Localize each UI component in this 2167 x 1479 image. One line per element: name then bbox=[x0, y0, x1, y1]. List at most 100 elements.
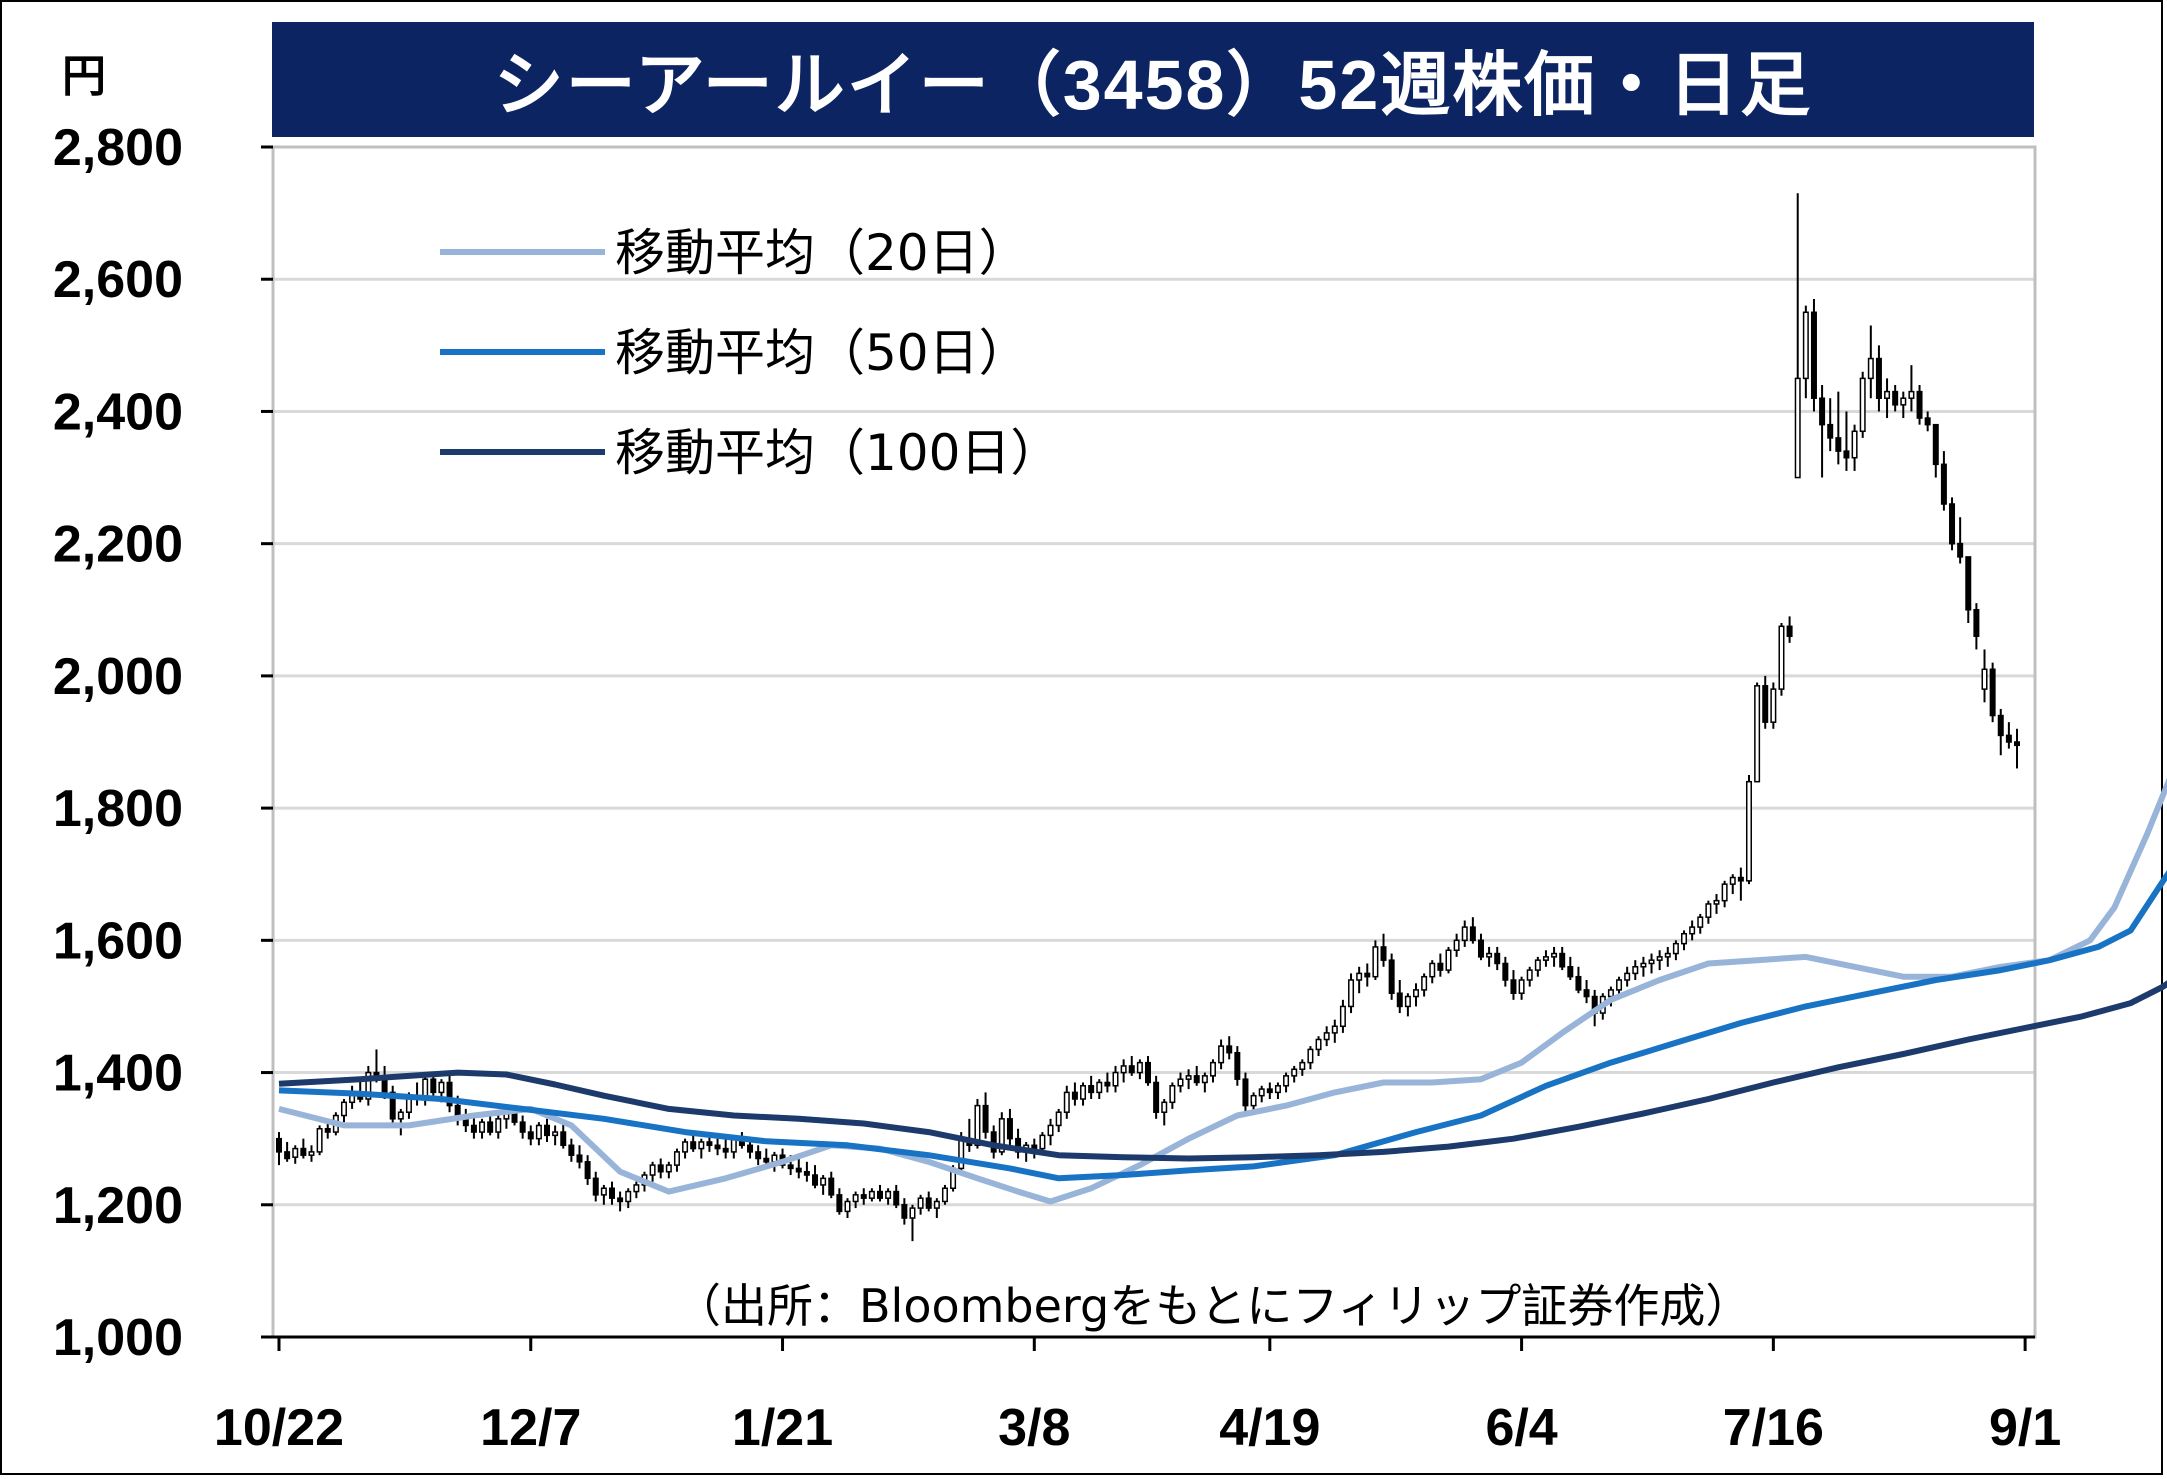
candle-body bbox=[1607, 989, 1614, 998]
candle bbox=[982, 1092, 989, 1139]
candle bbox=[1770, 682, 1777, 729]
candle-body bbox=[1835, 437, 1842, 452]
candle bbox=[1437, 953, 1444, 977]
candle-body bbox=[1136, 1061, 1143, 1074]
candle bbox=[1015, 1128, 1022, 1159]
candle-body bbox=[1737, 876, 1744, 882]
candle-body bbox=[893, 1190, 900, 1206]
candle-body bbox=[974, 1104, 981, 1147]
candle bbox=[795, 1158, 802, 1179]
candle-body bbox=[698, 1141, 705, 1150]
candle-body bbox=[1226, 1045, 1233, 1054]
candle-body bbox=[389, 1091, 396, 1120]
candle-body bbox=[1258, 1088, 1265, 1097]
candle bbox=[1867, 325, 1874, 399]
candle bbox=[1624, 966, 1631, 987]
candle-body bbox=[787, 1164, 794, 1170]
candle bbox=[397, 1108, 404, 1136]
candle bbox=[1884, 378, 1891, 419]
candle bbox=[1307, 1046, 1314, 1070]
candle bbox=[600, 1184, 607, 1205]
candle-body bbox=[1786, 625, 1793, 637]
candle-body bbox=[1429, 962, 1436, 978]
candle bbox=[917, 1194, 924, 1215]
candle bbox=[584, 1155, 591, 1185]
candle-body bbox=[1900, 397, 1907, 406]
candle bbox=[414, 1082, 421, 1106]
candle-body bbox=[1770, 688, 1777, 723]
candle bbox=[1234, 1046, 1241, 1086]
candle bbox=[1575, 966, 1582, 994]
candle bbox=[1445, 946, 1452, 974]
candle-body bbox=[1616, 979, 1623, 991]
candle-body bbox=[2014, 741, 2020, 747]
candle-body bbox=[1080, 1085, 1087, 1100]
candle-body bbox=[1518, 979, 1525, 994]
candle-body bbox=[828, 1177, 835, 1196]
candle-body bbox=[998, 1118, 1005, 1153]
candle-body bbox=[633, 1184, 640, 1193]
candle bbox=[1949, 497, 1956, 551]
candle bbox=[1242, 1072, 1249, 1113]
candle bbox=[885, 1188, 892, 1205]
candle-body bbox=[1437, 962, 1444, 971]
candle-body bbox=[820, 1177, 827, 1186]
candle-body bbox=[1088, 1085, 1095, 1094]
candle bbox=[1258, 1085, 1265, 1103]
y-tick-label: 2,000 bbox=[53, 648, 183, 706]
candle bbox=[1323, 1026, 1330, 1047]
candle bbox=[1989, 662, 1996, 723]
candle-body bbox=[722, 1147, 729, 1153]
candle bbox=[535, 1122, 542, 1146]
legend-label: 移動平均（100日） bbox=[615, 424, 1060, 482]
candle bbox=[1916, 385, 1923, 425]
candle-body bbox=[1981, 668, 1988, 690]
candle bbox=[527, 1125, 534, 1146]
candle bbox=[1534, 956, 1541, 977]
candle-body bbox=[1112, 1071, 1119, 1087]
moving-average-lines bbox=[278, 777, 2167, 1205]
candle bbox=[1681, 930, 1688, 951]
candle bbox=[2014, 728, 2020, 769]
y-tick-label: 1,800 bbox=[53, 780, 183, 838]
candle-body bbox=[868, 1190, 875, 1199]
candle bbox=[1518, 976, 1525, 1000]
candle-body bbox=[1201, 1075, 1208, 1084]
candle-body bbox=[584, 1161, 591, 1180]
candle bbox=[1754, 682, 1761, 783]
candle-body bbox=[2005, 734, 2012, 743]
candle-body bbox=[1209, 1061, 1216, 1077]
candle bbox=[1762, 675, 1769, 729]
candle-body bbox=[1916, 390, 1923, 419]
candle bbox=[1153, 1075, 1160, 1119]
candle bbox=[1372, 940, 1379, 980]
candle-body bbox=[1664, 952, 1671, 958]
candle-body bbox=[1323, 1032, 1330, 1041]
candle-body bbox=[885, 1190, 892, 1199]
candle-body bbox=[1185, 1075, 1192, 1080]
candle-body bbox=[803, 1170, 810, 1176]
candle bbox=[828, 1171, 835, 1199]
candle bbox=[1542, 950, 1549, 967]
candle-body bbox=[1949, 503, 1956, 545]
candle-body bbox=[1299, 1061, 1306, 1071]
candle bbox=[365, 1065, 372, 1106]
y-tick-label: 2,200 bbox=[53, 516, 183, 574]
candle bbox=[925, 1191, 932, 1212]
candle-body bbox=[1843, 450, 1850, 459]
candle bbox=[1940, 451, 1947, 511]
candle-body bbox=[812, 1174, 819, 1186]
candle bbox=[1794, 193, 1801, 479]
candle-body bbox=[1502, 962, 1509, 981]
candle bbox=[844, 1198, 851, 1218]
candle bbox=[941, 1184, 948, 1205]
candle-body bbox=[1274, 1085, 1281, 1094]
candle-body bbox=[284, 1151, 291, 1160]
candle bbox=[1177, 1072, 1184, 1093]
candle-body bbox=[552, 1131, 559, 1137]
candle-body bbox=[1632, 966, 1639, 975]
candle bbox=[1648, 953, 1655, 974]
candle bbox=[1932, 423, 1939, 478]
candle bbox=[714, 1138, 721, 1156]
